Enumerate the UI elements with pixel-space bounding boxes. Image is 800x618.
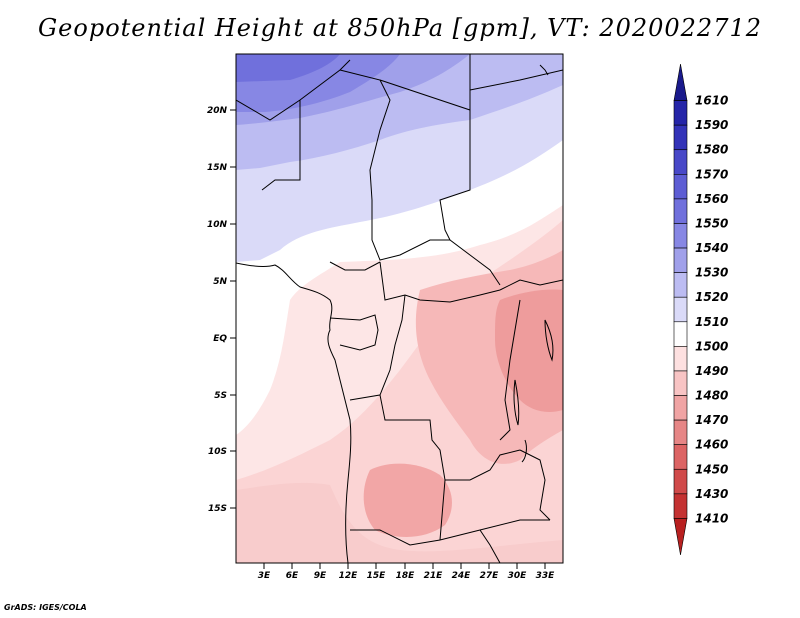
colorbar-swatch bbox=[673, 100, 688, 126]
grads-credit: GrADS: IGES/COLA bbox=[4, 603, 87, 612]
svg-text:21E: 21E bbox=[424, 571, 444, 581]
colorbar-label: 1460 bbox=[695, 438, 728, 452]
field-1470-east bbox=[495, 289, 563, 412]
svg-text:10S: 10S bbox=[208, 447, 227, 457]
lon-tick: 24E bbox=[452, 563, 472, 581]
colorbar-swatch bbox=[673, 395, 688, 421]
lat-tick: 10N bbox=[207, 220, 236, 230]
lon-tick: 6E bbox=[286, 563, 299, 581]
colorbar-label: 1540 bbox=[695, 241, 728, 255]
colorbar-swatch bbox=[673, 444, 688, 470]
colorbar-label: 1490 bbox=[695, 364, 728, 378]
svg-text:15S: 15S bbox=[208, 504, 227, 514]
colorbar-swatch bbox=[673, 518, 688, 556]
colorbar-label: 1610 bbox=[695, 94, 728, 108]
lon-tick: 12E bbox=[339, 563, 359, 581]
coastlines-borders bbox=[236, 54, 563, 563]
lat-axis: 20N 15N 10N 5N EQ 5S 10S 15S bbox=[207, 106, 236, 514]
svg-text:15N: 15N bbox=[207, 163, 228, 173]
colorbar-swatch bbox=[673, 63, 688, 101]
svg-text:5S: 5S bbox=[214, 391, 227, 401]
colorbar-swatch bbox=[673, 370, 688, 396]
colorbar-label: 1430 bbox=[695, 487, 728, 501]
lon-tick: 3E bbox=[258, 563, 271, 581]
svg-text:30E: 30E bbox=[508, 571, 528, 581]
colorbar-swatch bbox=[673, 346, 688, 372]
lat-tick: 5N bbox=[213, 277, 236, 287]
colorbar-label: 1550 bbox=[695, 216, 728, 230]
svg-text:15E: 15E bbox=[367, 571, 387, 581]
colorbar-label: 1470 bbox=[695, 413, 728, 427]
colorbar-label: 1560 bbox=[695, 192, 728, 206]
lon-tick: 27E bbox=[480, 563, 500, 581]
svg-text:10N: 10N bbox=[207, 220, 228, 230]
colorbar-label: 1590 bbox=[695, 118, 728, 132]
colorbar-swatch bbox=[673, 223, 688, 249]
svg-text:33E: 33E bbox=[536, 571, 556, 581]
field-1480-south bbox=[363, 463, 452, 537]
svg-text:12E: 12E bbox=[339, 571, 359, 581]
colorbar-label: 1500 bbox=[695, 339, 728, 353]
colorbar-swatch bbox=[673, 272, 688, 298]
colorbar-swatch bbox=[673, 247, 688, 273]
colorbar-label: 1570 bbox=[695, 167, 728, 181]
colorbar-swatch bbox=[673, 321, 688, 347]
svg-text:24E: 24E bbox=[452, 571, 472, 581]
svg-text:18E: 18E bbox=[396, 571, 416, 581]
lat-tick: 10S bbox=[208, 447, 236, 457]
lon-axis: 3E 6E 9E 12E 15E 18E 21E 24E 27E 30E 33E bbox=[258, 563, 555, 581]
colorbar-swatch bbox=[673, 149, 688, 175]
field-1490-south bbox=[236, 482, 563, 563]
colorbar-label: 1510 bbox=[695, 315, 728, 329]
lat-tick: EQ bbox=[213, 334, 236, 344]
map-frame bbox=[235, 53, 564, 564]
colorbar-swatch bbox=[673, 468, 688, 495]
colorbar-label: 1530 bbox=[695, 266, 728, 280]
colorbar-swatch bbox=[673, 198, 688, 224]
lon-tick: 33E bbox=[536, 563, 556, 581]
lon-tick: 15E bbox=[367, 563, 387, 581]
colorbar: 1610 1590 1580 1570 1560 1550 1540 1530 1520 1510… bbox=[673, 63, 728, 556]
field-1560-band bbox=[236, 54, 340, 82]
svg-text:9E: 9E bbox=[314, 571, 327, 581]
lat-tick: 5S bbox=[214, 391, 236, 401]
colorbar-swatch bbox=[673, 296, 688, 323]
colorbar-label: 1480 bbox=[695, 389, 728, 403]
svg-text:27E: 27E bbox=[480, 571, 500, 581]
colorbar-swatch bbox=[673, 124, 688, 151]
lon-tick: 18E bbox=[396, 563, 416, 581]
map-title: Geopotential Height at 850hPa [gpm], VT:… bbox=[38, 14, 762, 42]
colorbar-swatch bbox=[673, 174, 688, 200]
colorbar-label: 1580 bbox=[695, 143, 728, 157]
height-field bbox=[236, 54, 563, 563]
lon-tick: 21E bbox=[424, 563, 444, 581]
colorbar-swatch bbox=[673, 419, 688, 445]
colorbar-label: 1450 bbox=[695, 462, 728, 476]
svg-text:5N: 5N bbox=[213, 277, 227, 287]
colorbar-label: 1410 bbox=[695, 511, 728, 525]
colorbar-label: 1520 bbox=[695, 290, 728, 304]
colorbar-swatch bbox=[673, 493, 688, 519]
svg-text:6E: 6E bbox=[286, 571, 299, 581]
lat-tick: 15S bbox=[208, 504, 236, 514]
svg-text:EQ: EQ bbox=[213, 334, 227, 344]
svg-text:20N: 20N bbox=[207, 106, 228, 116]
lat-tick: 20N bbox=[207, 106, 236, 116]
svg-text:3E: 3E bbox=[258, 571, 271, 581]
lon-tick: 9E bbox=[314, 563, 327, 581]
lon-tick: 30E bbox=[508, 563, 528, 581]
lat-tick: 15N bbox=[207, 163, 236, 173]
